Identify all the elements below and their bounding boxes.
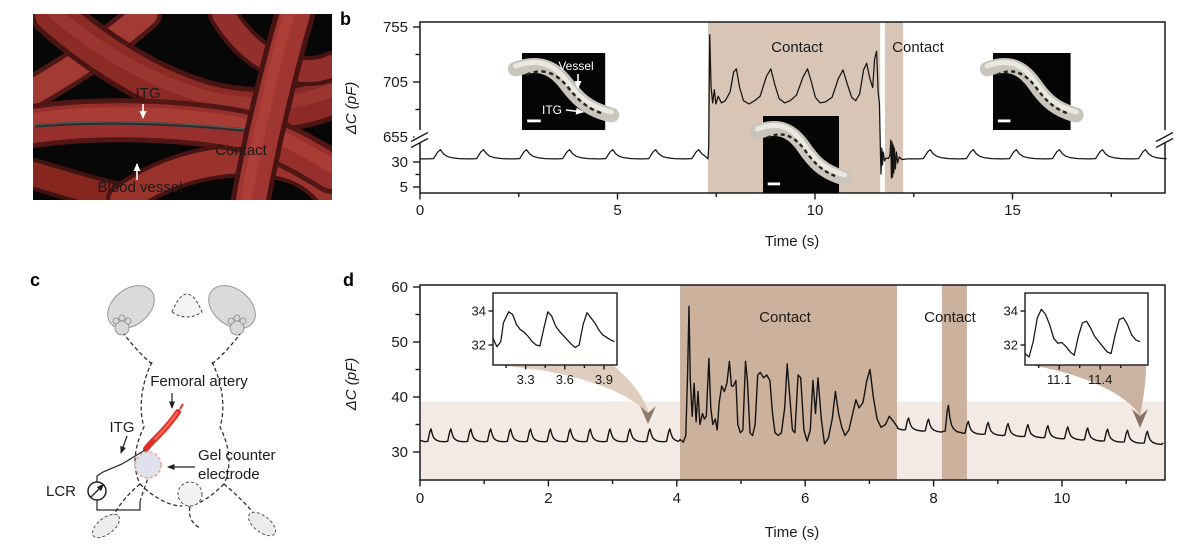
d-inset-x-tick-label: 3.3	[517, 372, 535, 387]
d-y-axis-label: ΔC (pF)	[343, 358, 360, 412]
b-x-tick-label: 10	[807, 202, 824, 219]
d-callout-arrowhead-right	[1132, 409, 1148, 428]
d-y-tick-label: 50	[391, 334, 408, 351]
d-inset-trace-left	[492, 311, 615, 349]
b-y-tick-label: 705	[383, 74, 408, 91]
b-x-tick-label: 0	[416, 202, 424, 219]
rat-tail-base	[177, 481, 203, 507]
d-callout-arrowhead-left	[640, 406, 656, 424]
d-inset-x-tick-label: 3.6	[556, 372, 574, 387]
b-inset-photo-right	[987, 53, 1076, 130]
b-y-tick-label: 30	[391, 154, 408, 171]
d-y-tick-label: 60	[391, 279, 408, 296]
lcr-label: LCR	[46, 483, 76, 500]
rat-drawing	[87, 285, 277, 539]
d-x-tick-label: 0	[416, 490, 424, 507]
b-inset-photo-left: Vessel ITG	[516, 53, 612, 130]
d-inset-y-tick-label: 34	[1004, 304, 1018, 319]
inset-itg-label: ITG	[542, 103, 562, 117]
femoral-artery-label: Femoral artery	[150, 373, 248, 390]
d-callout-wedge-right	[1029, 365, 1146, 416]
b-x-axis-label: Time (s)	[765, 233, 819, 250]
d-y-tick-label: 40	[391, 389, 408, 406]
b-trace	[420, 34, 1167, 179]
rat-foreleg-left	[123, 333, 153, 365]
d-axes: 0 2 4 6 8 10 30 40 50 60	[391, 279, 1127, 507]
panel-letter-c: c	[30, 270, 40, 290]
d-inset-y-tick-label: 34	[472, 304, 486, 319]
d-inset-y-tick-label: 32	[1004, 338, 1018, 353]
d-x-tick-label: 10	[1054, 490, 1071, 507]
d-signal-trace	[419, 305, 1164, 446]
d-inset-box-right	[1024, 292, 1149, 366]
b-y-tick-label: 755	[383, 19, 408, 36]
gel-electrode	[134, 451, 162, 479]
gel-electrode-label-1: Gel counter	[198, 447, 276, 464]
d-inset-box-left	[492, 292, 618, 366]
rat-front-paws	[112, 314, 247, 336]
vessel-render	[33, 14, 332, 200]
circuit-wire	[96, 500, 141, 511]
d-inset-trace-right	[1024, 308, 1141, 358]
d-inset-x-tick-label: 11.1	[1047, 372, 1071, 387]
itg-lead-wire	[96, 449, 146, 482]
rat-foot-left	[91, 513, 121, 539]
b-x-tick-label: 5	[613, 202, 621, 219]
rat-hindleg-left	[111, 483, 141, 519]
d-y-tick-label: 30	[391, 444, 408, 461]
d-x-tick-label: 8	[929, 490, 937, 507]
d-inset-x-tick-label: 3.9	[595, 372, 613, 387]
b-contact-label-1: Contact	[771, 39, 824, 56]
rat-head	[171, 293, 203, 318]
inset-vessel-label: Vessel	[558, 59, 593, 73]
b-contact-region-2	[884, 22, 904, 193]
contact-label: Contact	[215, 142, 268, 159]
b-y-tick-label: 5	[400, 179, 408, 196]
rat-trunk-right	[211, 361, 230, 485]
panel-a-illustration: ITG Contact Blood vessel	[33, 14, 332, 200]
d-callout-wedge-left	[497, 365, 650, 416]
b-contact-label-2: Contact	[892, 39, 945, 56]
panel-c-diagram: Femoral artery ITG Gel counter electrode…	[46, 285, 277, 539]
b-signal-trace	[420, 34, 1167, 179]
b-axis-break-right	[1155, 130, 1174, 149]
d-trace	[419, 305, 1164, 446]
b-y-tick-label: 655	[383, 129, 408, 146]
d-contact-region-2	[941, 285, 967, 480]
inset-itg-arrow	[565, 107, 584, 115]
itg-label: ITG	[136, 85, 161, 102]
itg-fiber	[34, 121, 256, 133]
panel-c-labels: Femoral artery ITG Gel counter electrode…	[46, 373, 276, 500]
panel-d-chart: 0 2 4 6 8 10 30 40 50 60 ΔC (pF) Time (s) 34 32 3.3…	[343, 279, 1166, 541]
d-x-tick-label: 4	[673, 490, 681, 507]
d-inset-x-tick-label: 11.4	[1088, 372, 1112, 387]
b-inset-photo-center	[757, 116, 844, 193]
panel-a-labels: ITG Contact Blood vessel	[97, 85, 267, 196]
d-contact-label-2: Contact	[924, 309, 977, 326]
blood-vessel-label: Blood vessel	[97, 179, 182, 196]
d-x-tick-label: 2	[544, 490, 552, 507]
gel-electrode-label-2: electrode	[198, 466, 260, 483]
itg-label-c: ITG	[110, 419, 135, 436]
b-y-axis-label: ΔC (pF)	[343, 82, 360, 136]
b-x-tick-label: 15	[1004, 202, 1021, 219]
d-plot-frame	[419, 284, 1166, 481]
rat-foreleg-right	[211, 333, 241, 365]
d-x-tick-label: 6	[801, 490, 809, 507]
rat-hindleg-right	[223, 483, 257, 517]
b-axis-break-left	[410, 130, 429, 149]
d-inset-y-tick-label: 32	[472, 338, 486, 353]
panel-letter-b: b	[340, 9, 351, 29]
d-inset-plots: 34 32 3.3 3.6 3.9 34 32 11.1 11.4	[472, 304, 1141, 387]
itg-arrow-c	[120, 435, 128, 454]
d-contact-label-1: Contact	[759, 309, 812, 326]
rat-ear-left	[107, 285, 155, 329]
rat-foot-right	[247, 511, 277, 537]
d-x-axis-label: Time (s)	[765, 524, 819, 541]
panel-letter-d: d	[343, 270, 354, 290]
